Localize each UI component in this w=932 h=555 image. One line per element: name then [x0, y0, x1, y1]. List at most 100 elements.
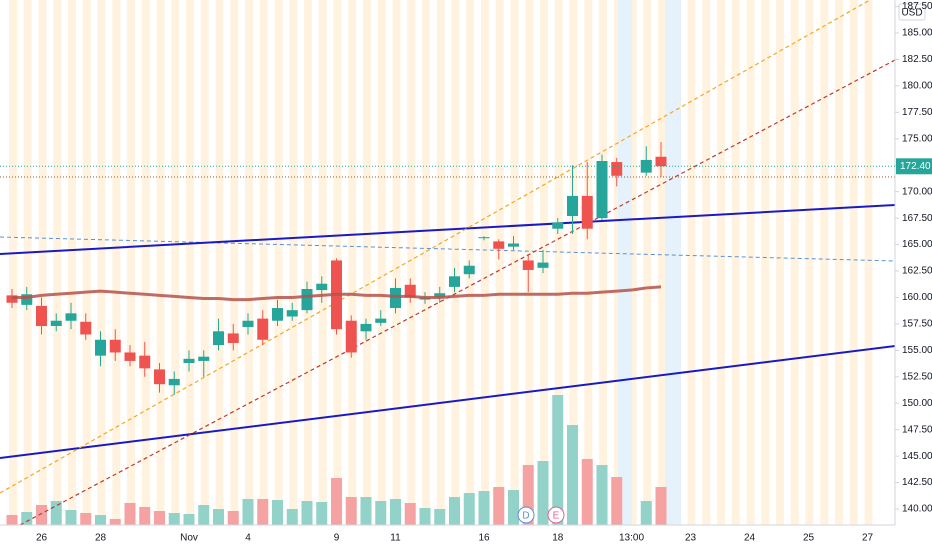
session-band — [127, 0, 135, 525]
x-tick-label: 28 — [95, 533, 107, 544]
volume-bar — [596, 465, 608, 525]
volume-bar — [522, 465, 534, 525]
session-band — [436, 0, 445, 525]
volume-bar — [640, 501, 652, 525]
candle-body — [537, 262, 549, 268]
event-label: D — [522, 511, 529, 522]
y-tick-label: 180.00 — [902, 81, 932, 92]
x-tick-label: 11 — [390, 533, 401, 544]
session-band — [377, 0, 386, 525]
trend-line — [0, 345, 896, 459]
y-tick-label: 170.00 — [902, 186, 932, 197]
candle-body — [390, 287, 401, 309]
volume-bar — [272, 500, 283, 525]
session-band — [82, 0, 91, 525]
volume-bar — [463, 493, 475, 525]
session-band — [510, 0, 519, 525]
candle-body — [316, 283, 328, 291]
volume-bar — [227, 511, 239, 525]
volume-bar — [139, 507, 151, 525]
volume-bar — [36, 505, 47, 525]
event-marker[interactable] — [517, 506, 535, 524]
candle-body — [154, 369, 165, 385]
x-tick-label: 26 — [36, 533, 48, 544]
y-tick-label: 145.00 — [902, 451, 932, 462]
volume-bar — [552, 395, 564, 525]
y-tick-label: 165.00 — [902, 239, 932, 250]
y-tick-label: 155.00 — [902, 345, 932, 356]
session-band — [599, 0, 607, 525]
session-band — [702, 0, 711, 525]
candle-body — [124, 352, 136, 361]
volume-bar — [449, 497, 460, 525]
session-band — [156, 0, 165, 525]
candle-body — [36, 305, 47, 327]
y-tick-label: 187.50 — [902, 1, 932, 12]
volume-bar — [611, 477, 623, 525]
highlight-band — [618, 0, 632, 525]
session-band — [289, 0, 298, 525]
session-band — [274, 0, 283, 525]
session-band — [687, 0, 696, 525]
session-band — [9, 0, 17, 525]
session-band — [495, 0, 504, 525]
candle-body — [375, 318, 387, 323]
event-marker[interactable] — [547, 506, 565, 524]
x-tick-label: Nov — [180, 533, 198, 544]
volume-bar — [655, 487, 667, 525]
last-price-label: 172.40 — [900, 161, 931, 172]
candle-body — [449, 276, 460, 287]
volume-bar — [198, 505, 210, 525]
session-band — [554, 0, 563, 525]
volume-bar — [581, 459, 593, 525]
last-price-box — [896, 158, 932, 175]
candle-body — [21, 294, 33, 305]
session-band — [790, 0, 799, 525]
session-band — [776, 0, 784, 525]
candle-body — [360, 323, 372, 332]
volume-bar — [478, 491, 490, 525]
candle-body — [404, 284, 416, 298]
candle-body — [65, 313, 77, 321]
session-band — [613, 0, 622, 525]
session-band — [864, 0, 873, 525]
candle-body — [95, 339, 106, 356]
candle-body — [596, 161, 608, 219]
session-band — [186, 0, 194, 525]
volume-bar — [168, 513, 180, 525]
y-tick-label: 147.50 — [902, 424, 932, 435]
candle-body — [345, 320, 357, 353]
y-tick-label: 152.50 — [902, 371, 932, 382]
session-band — [761, 0, 770, 525]
currency-badge[interactable] — [898, 3, 926, 21]
session-band — [643, 0, 652, 525]
session-band — [466, 0, 475, 525]
session-band — [23, 0, 32, 525]
session-band — [451, 0, 460, 525]
session-band — [304, 0, 312, 525]
candle-body — [478, 237, 490, 239]
candle-body — [272, 308, 283, 321]
trend-line — [0, 204, 896, 255]
volume-bar — [301, 501, 313, 525]
currency: USD — [901, 8, 922, 19]
highlight-band — [665, 0, 681, 525]
candle-body — [286, 310, 298, 317]
volume-bar — [242, 499, 254, 525]
volume-bar — [6, 515, 18, 525]
session-band — [53, 0, 62, 525]
volume-bar — [567, 425, 578, 525]
y-tick-label: 142.50 — [902, 477, 932, 488]
volume-bar — [331, 478, 342, 525]
x-tick-label: 9 — [334, 533, 340, 544]
session-band — [141, 0, 150, 525]
volume-bar — [95, 515, 106, 525]
session-band — [746, 0, 755, 525]
x-tick-label: 18 — [552, 533, 564, 544]
price-layer — [6, 141, 667, 395]
volume-bar — [21, 512, 33, 525]
volume-layer — [6, 395, 667, 525]
session-band — [540, 0, 548, 525]
x-tick-label: 24 — [744, 533, 756, 544]
